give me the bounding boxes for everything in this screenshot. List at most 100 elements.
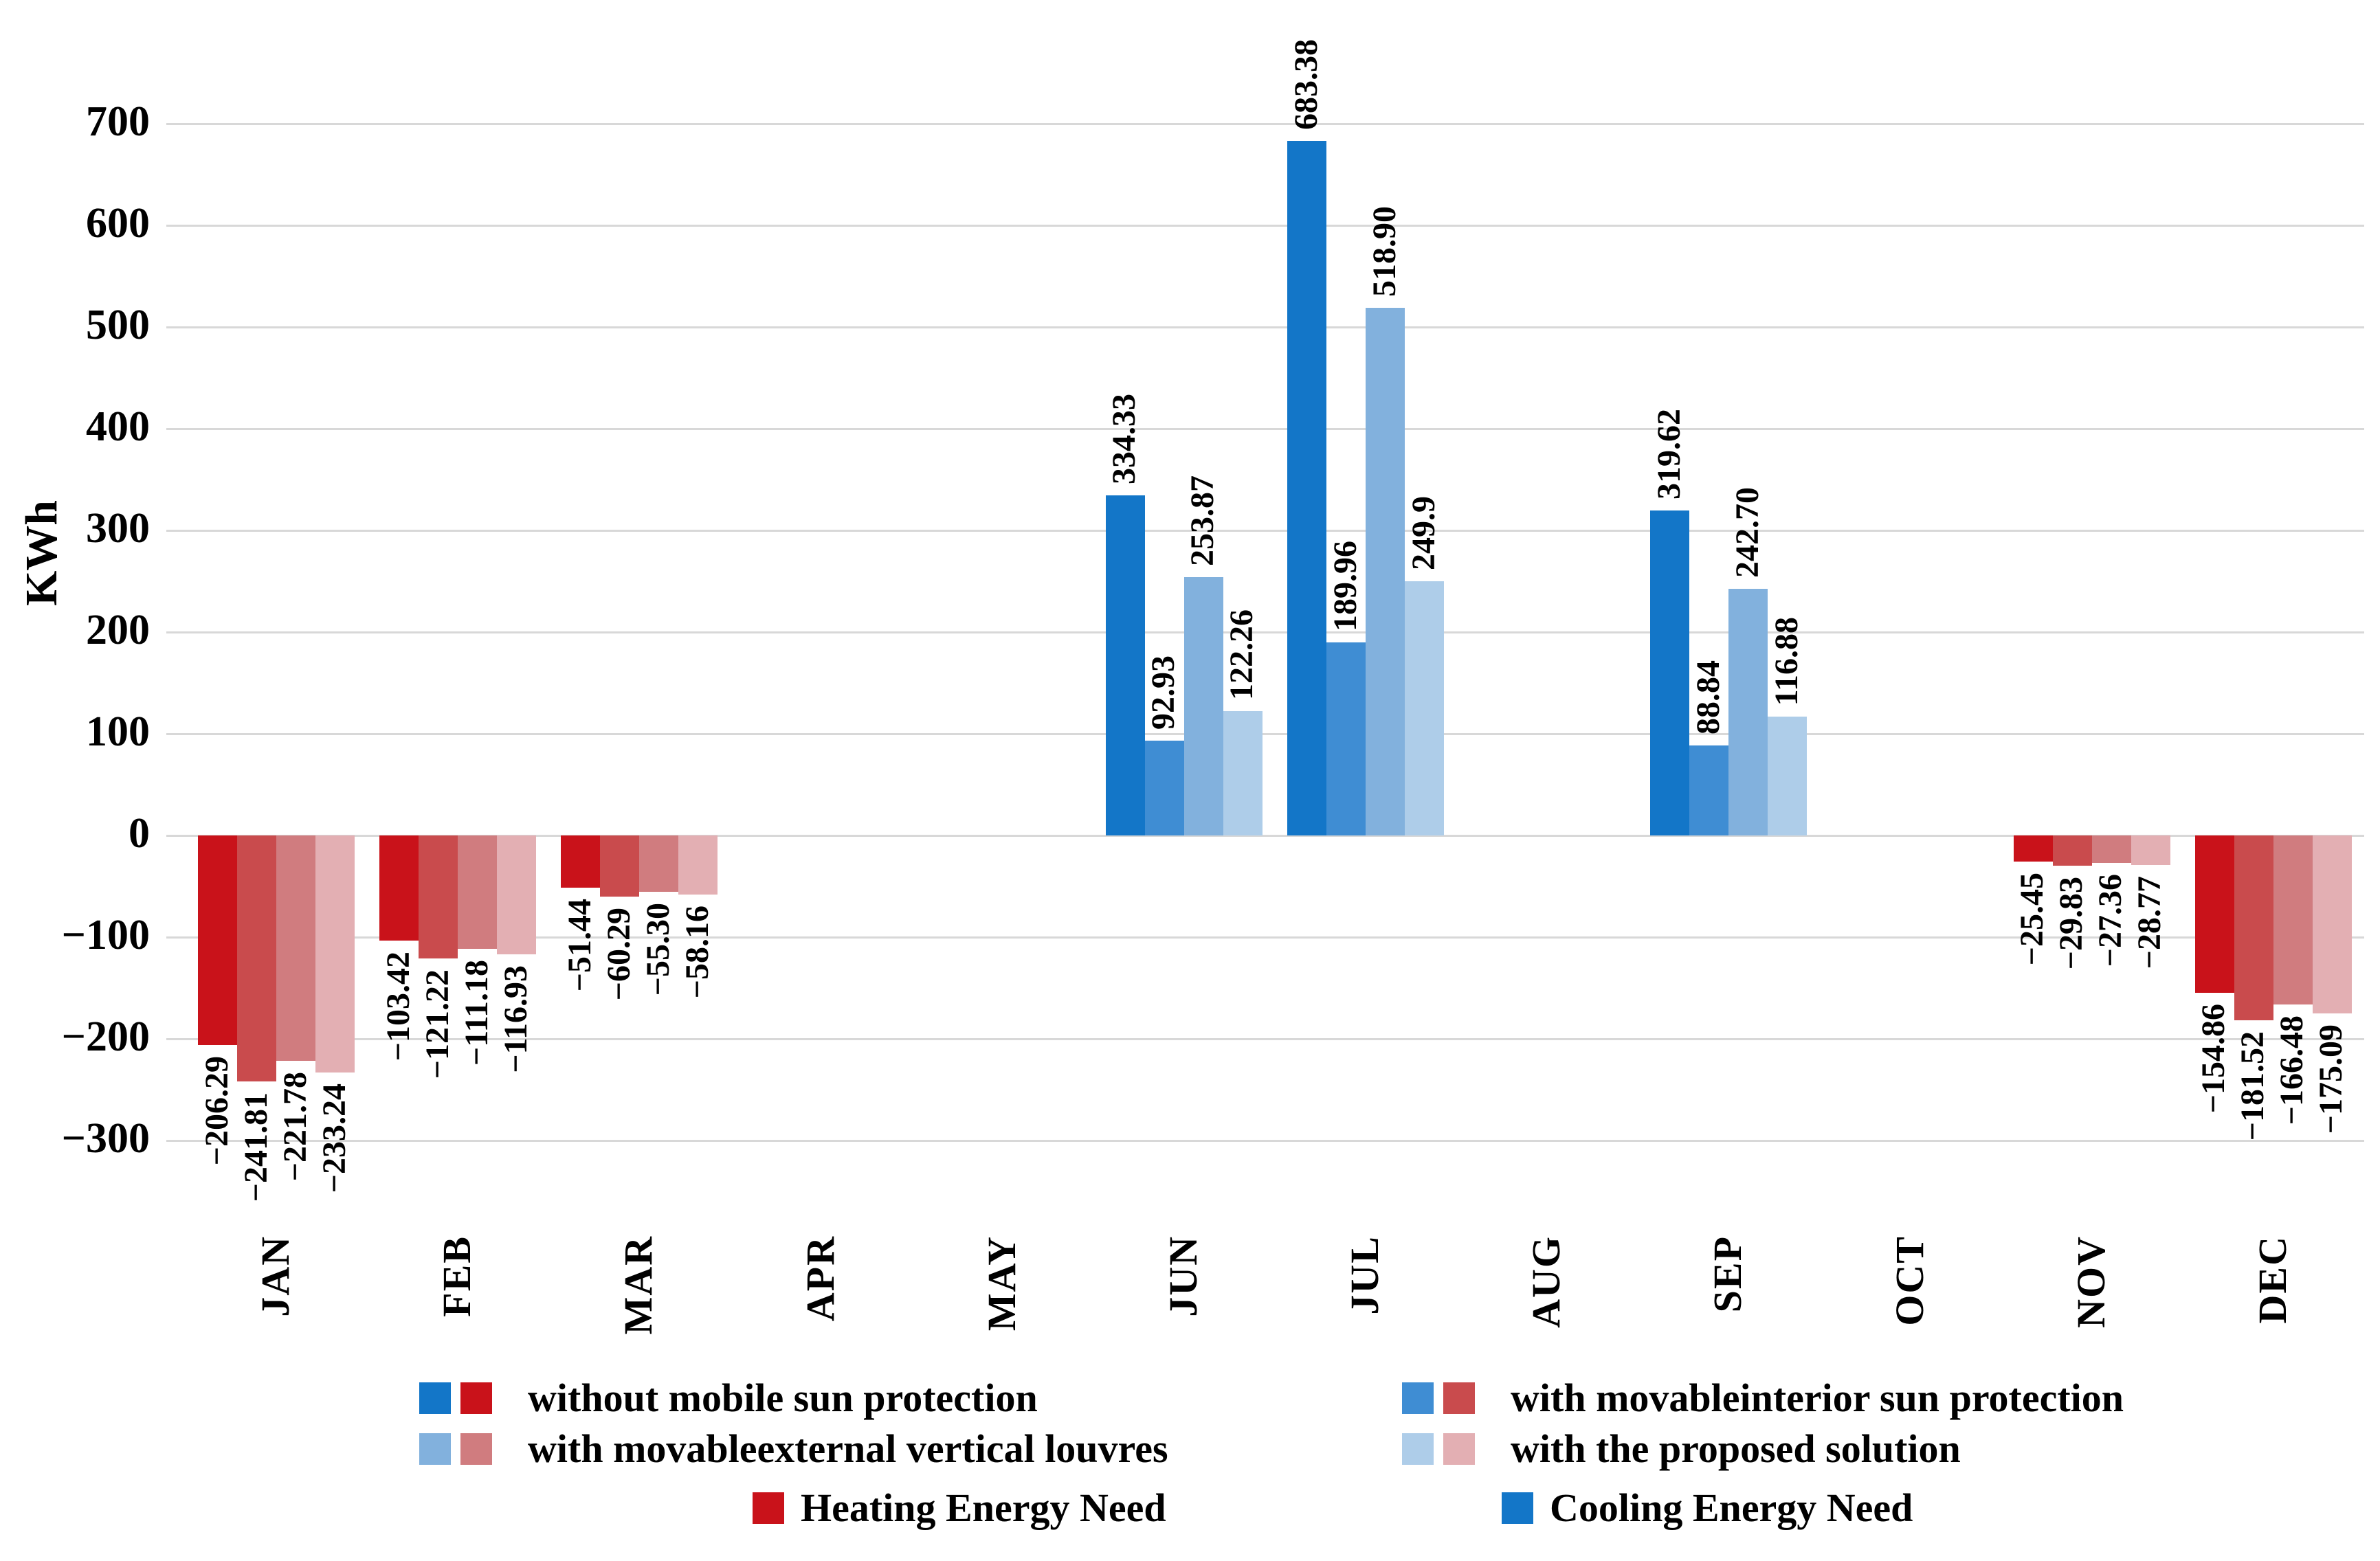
cooling-color-swatch <box>1502 1492 1533 1524</box>
bar-value-label: −154.86 <box>2195 1004 2232 1114</box>
legend-item-series: with movableinterior sun protection <box>1402 1378 2124 1418</box>
bar-value-label: −25.45 <box>2014 872 2051 966</box>
y-tick-label: 200 <box>86 607 150 653</box>
bar-value-label: −241.81 <box>237 1092 274 1202</box>
bar <box>419 835 458 959</box>
legend-label: Heating Energy Need <box>801 1485 1166 1530</box>
bar <box>2273 835 2313 1005</box>
bar <box>379 835 419 941</box>
legend-swatches <box>1402 1382 1475 1414</box>
legend-item-series: with movableexternal vertical louvres <box>419 1429 1168 1469</box>
bar <box>2013 835 2053 862</box>
gridline-100 <box>166 733 2364 735</box>
bar-value-label: −221.78 <box>276 1072 313 1182</box>
cooling-color-swatch <box>419 1382 451 1414</box>
bar <box>1105 495 1145 835</box>
legend-item-measure: Heating Energy Need <box>753 1488 1166 1528</box>
cooling-color-swatch <box>1402 1433 1434 1465</box>
bar <box>237 835 277 1081</box>
gridline-200 <box>166 631 2364 633</box>
x-axis-label-dec: DEC <box>2249 1235 2295 1324</box>
bar-value-label: 518.90 <box>1366 206 1403 297</box>
bar <box>1366 308 1405 835</box>
bar <box>1326 642 1366 835</box>
bar <box>497 835 537 955</box>
y-tick-label: 500 <box>86 302 150 348</box>
bar <box>1287 140 1327 835</box>
bar-value-label: −60.29 <box>600 908 637 1001</box>
bar <box>678 835 718 895</box>
legend-label: Cooling Energy Need <box>1550 1485 1913 1530</box>
bar-value-label: −29.83 <box>2053 877 2090 970</box>
legend-label: with the proposed solution <box>1511 1426 1961 1471</box>
bar-value-label: 334.33 <box>1106 394 1143 485</box>
bar-value-label: 683.38 <box>1287 38 1324 130</box>
legend-swatches <box>753 1492 784 1524</box>
y-tick-label: −200 <box>61 1013 150 1060</box>
bar-value-label: −166.48 <box>2273 1015 2311 1125</box>
y-tick-label: 100 <box>86 708 150 755</box>
bar-value-label: 116.88 <box>1768 616 1805 706</box>
bar-value-label: −27.36 <box>2092 874 2129 967</box>
bar <box>315 835 355 1073</box>
bar-value-label: −55.30 <box>639 902 676 996</box>
bar <box>2194 835 2234 993</box>
bar-value-label: −28.77 <box>2131 875 2168 969</box>
y-tick-label: 600 <box>86 200 150 247</box>
legend-label: without mobile sun protection <box>528 1375 1038 1420</box>
bar-value-label: −175.09 <box>2313 1024 2350 1134</box>
gridline-600 <box>166 225 2364 227</box>
x-axis-label-jan: JAN <box>253 1235 298 1317</box>
heating-color-swatch <box>753 1492 784 1524</box>
legend-swatches <box>1402 1433 1475 1465</box>
x-axis-label-mar: MAR <box>616 1235 661 1335</box>
bar-value-label: −206.29 <box>198 1056 235 1166</box>
bar <box>458 835 498 949</box>
legend-label: with movableexternal vertical louvres <box>528 1426 1168 1471</box>
bar <box>561 835 601 888</box>
gridline-700 <box>166 123 2364 125</box>
bar-value-label: 189.96 <box>1326 540 1364 631</box>
bar <box>1223 711 1263 835</box>
bar-value-label: −233.24 <box>315 1083 353 1193</box>
x-axis-label-jun: JUN <box>1160 1235 1205 1317</box>
legend-label: with movableinterior sun protection <box>1511 1375 2124 1420</box>
y-tick-label: 400 <box>86 403 150 450</box>
y-tick-label: 0 <box>129 810 150 857</box>
bar <box>639 835 679 892</box>
bar <box>1144 741 1184 835</box>
bar <box>198 835 238 1046</box>
x-axis-label-aug: AUG <box>1524 1235 1569 1328</box>
y-tick-label: 700 <box>86 98 150 145</box>
bar <box>1405 581 1445 835</box>
gridline-400 <box>166 428 2364 430</box>
bar-value-label: −51.44 <box>561 899 598 992</box>
heating-color-swatch <box>460 1382 492 1414</box>
x-axis-label-oct: OCT <box>1887 1235 1932 1326</box>
bar-value-label: −121.22 <box>419 969 456 1079</box>
x-axis-label-may: MAY <box>979 1235 1024 1332</box>
legend-item-series: without mobile sun protection <box>419 1378 1038 1418</box>
cooling-color-swatch <box>419 1433 451 1465</box>
bar-value-label: 319.62 <box>1650 408 1687 499</box>
x-axis-label-nov: NOV <box>2068 1235 2113 1328</box>
bar-value-label: 88.84 <box>1689 660 1726 734</box>
x-axis-label-sep: SEP <box>1705 1235 1750 1313</box>
y-tick-label: 300 <box>86 505 150 552</box>
x-axis-label-jul: JUL <box>1342 1235 1388 1315</box>
bar-value-label: 242.70 <box>1728 486 1766 578</box>
legend-item-series: with the proposed solution <box>1402 1429 1961 1469</box>
bar-value-label: 253.87 <box>1184 475 1221 567</box>
bar <box>2052 835 2092 866</box>
bar-value-label: −111.18 <box>458 959 495 1066</box>
gridline--200 <box>166 1038 2364 1040</box>
legend-item-measure: Cooling Energy Need <box>1502 1488 1913 1528</box>
cooling-color-swatch <box>1402 1382 1434 1414</box>
heating-color-swatch <box>1443 1382 1475 1414</box>
bar <box>1728 588 1768 835</box>
y-tick-label: −300 <box>61 1115 150 1162</box>
heating-color-swatch <box>1443 1433 1475 1465</box>
legend-swatches <box>419 1382 492 1414</box>
bar <box>2312 835 2352 1014</box>
